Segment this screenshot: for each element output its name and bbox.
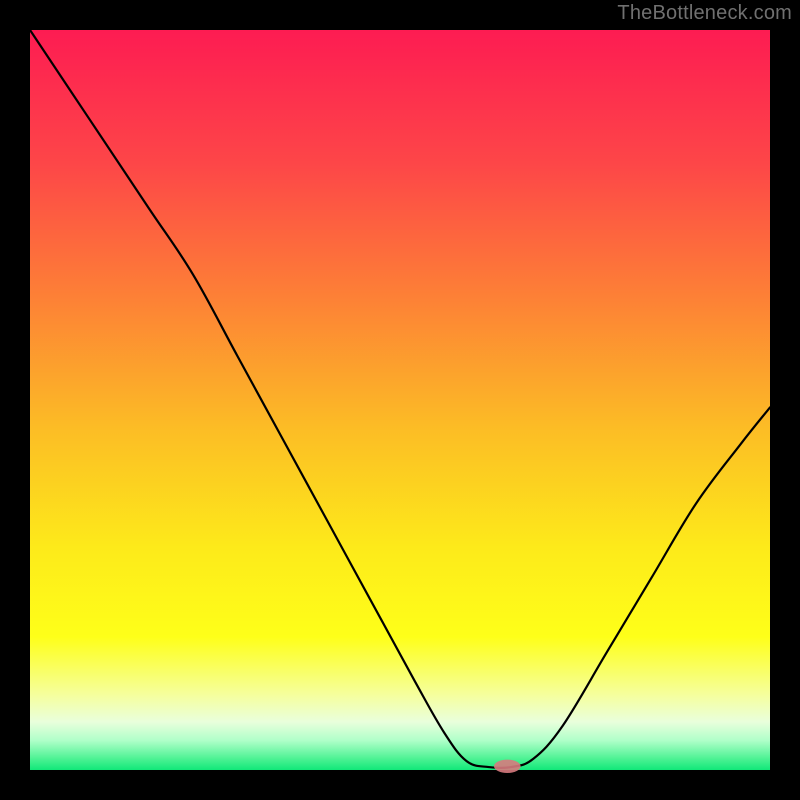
chart-background-gradient xyxy=(30,30,770,770)
optimal-marker xyxy=(494,760,521,773)
bottleneck-chart xyxy=(0,0,800,800)
chart-container: TheBottleneck.com xyxy=(0,0,800,800)
watermark-text: TheBottleneck.com xyxy=(617,2,792,25)
